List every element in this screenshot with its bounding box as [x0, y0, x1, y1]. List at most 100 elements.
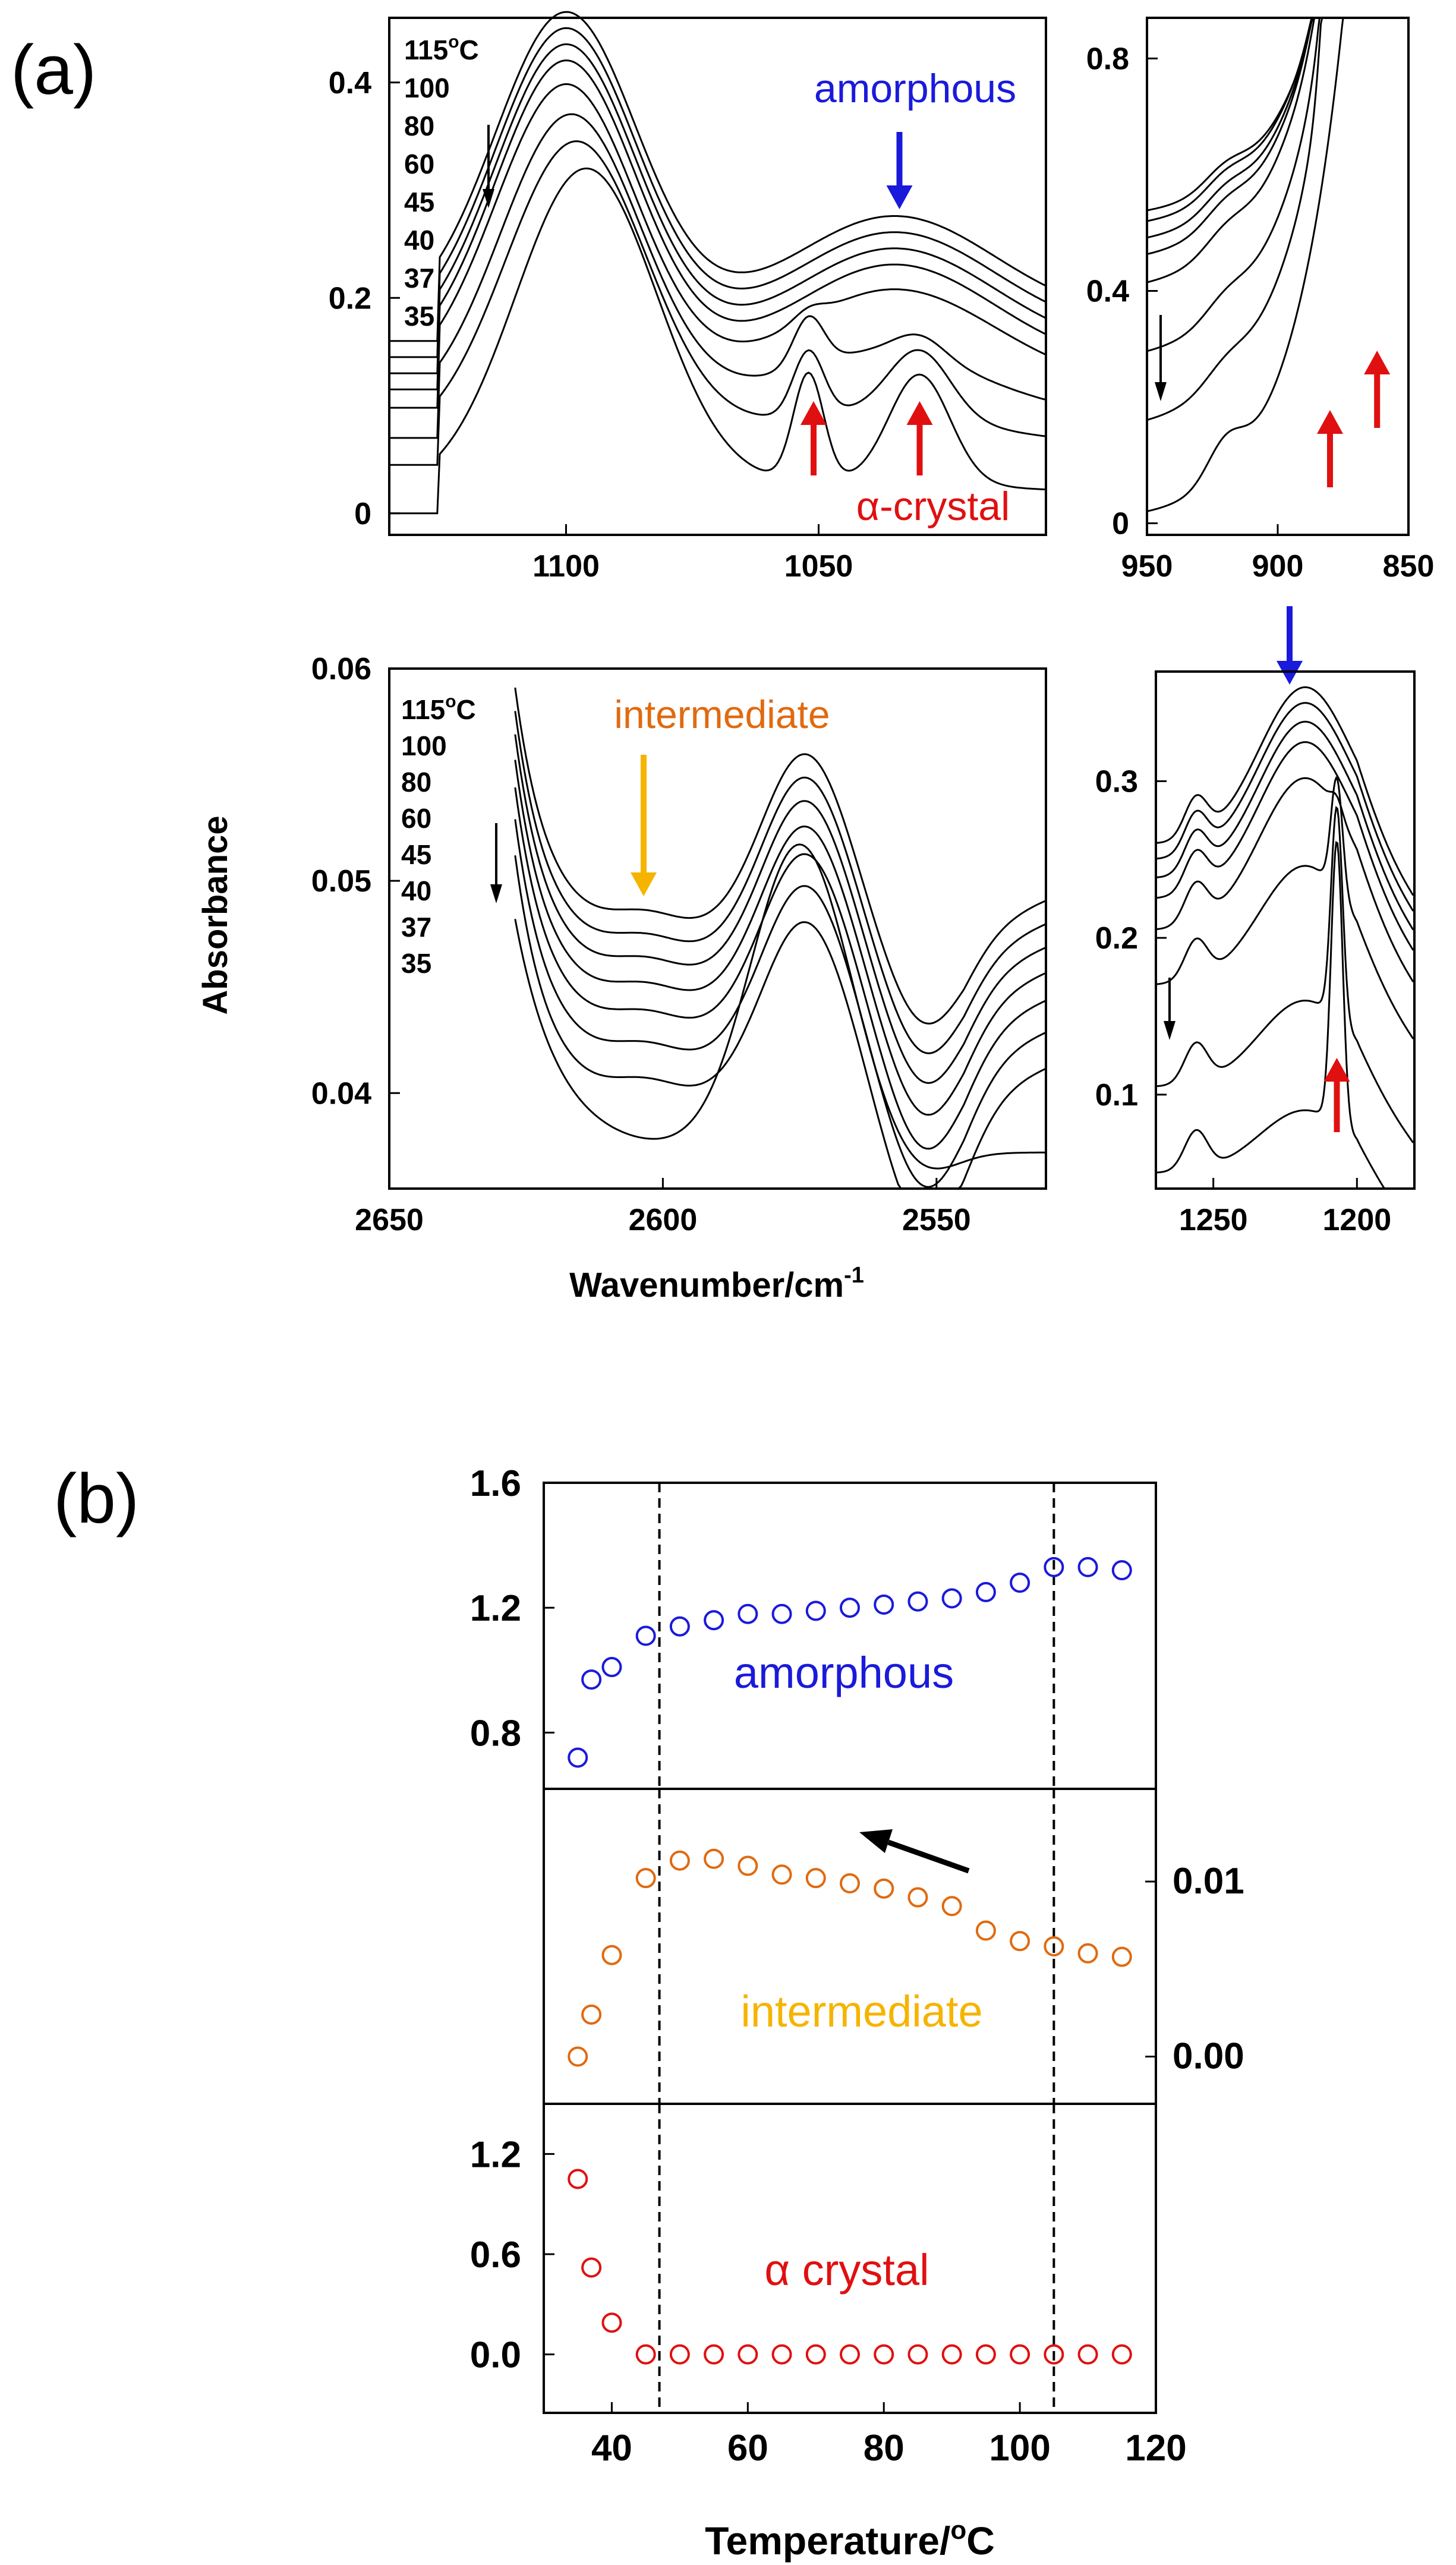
a2-x-tick-label: 900 — [1252, 549, 1304, 584]
a2-legend-arrow-head — [1155, 382, 1167, 401]
a4-x-tick-label: 1250 — [1179, 1203, 1248, 1237]
b2-data-point — [581, 2004, 602, 2025]
a4-series-line-40 — [1155, 776, 1414, 1039]
a3-legend-label: 45 — [401, 839, 431, 870]
b3-y-tick-label: 0.0 — [470, 2335, 521, 2376]
b1-data-point — [941, 1588, 962, 1609]
b2-y-tick-label: 0.00 — [1173, 2036, 1244, 2077]
a1-series-line-100 — [389, 27, 1047, 358]
b3-y-tick-label: 1.2 — [470, 2134, 521, 2175]
a2-crystal-arrow-0-head — [1317, 410, 1343, 434]
a1-legend-label: 115oC — [404, 32, 479, 65]
a1-legend-label: 100 — [404, 73, 450, 103]
b3-data-point — [941, 2344, 962, 2365]
a3-y-tick-label: 0.06 — [311, 652, 371, 686]
b2-trend-arrow-shaft — [887, 1839, 970, 1874]
b1-data-point — [975, 1581, 996, 1602]
a3-series-line-100 — [514, 711, 1047, 1054]
chart-a4-1200-region: 1250 1200 0.1 0.2 0.3 — [1095, 670, 1416, 1237]
chart-b3-alpha-crystal: 0.0 0.6 1.2 40 60 80 100 120 α crystal — [470, 2103, 1187, 2469]
a1-series-line-35 — [389, 167, 1047, 515]
a4-series-line-100 — [1155, 702, 1414, 912]
b1-frame — [543, 1482, 1157, 1790]
b3-data-point — [907, 2344, 928, 2365]
b3-data-point — [805, 2344, 826, 2365]
a1-series-line-45 — [389, 83, 1047, 409]
a1-amorphous-label: amorphous — [814, 66, 1016, 111]
b2-data-point — [941, 1896, 962, 1917]
b1-y-tick-label: 0.8 — [470, 1713, 521, 1754]
a3-series-line-40 — [514, 819, 1047, 1188]
a2-series-line-80 — [1146, 17, 1408, 239]
b3-data-point — [581, 2257, 602, 2278]
a3-legend-label: 80 — [401, 767, 431, 798]
chart-a2-900-region: 950 900 850 0 0.4 0.8 — [1086, 17, 1434, 685]
x-axis-label-a: Wavenumber/cm-1 — [569, 1263, 864, 1304]
a1-x-tick-label: 1100 — [532, 549, 600, 584]
a3-x-tick-label: 2650 — [355, 1203, 424, 1237]
b1-data-point — [601, 1657, 622, 1678]
a4-series-line-35 — [1155, 840, 1414, 1190]
a3-frame — [388, 667, 1047, 1190]
b2-data-point — [1010, 1931, 1030, 1952]
a1-legend-label: 37 — [404, 263, 434, 294]
b3-data-point — [738, 2344, 758, 2365]
b3-x-tick-label: 100 — [989, 2428, 1050, 2469]
panel-b-label: (b) — [53, 1460, 139, 1538]
b2-series-label: intermediate — [740, 1987, 982, 2036]
b3-data-point — [1111, 2344, 1132, 2365]
a3-intermediate-arrow-head — [631, 872, 657, 896]
a3-legend-label: 60 — [401, 803, 431, 834]
a1-y-tick-label: 0 — [354, 497, 371, 531]
b2-data-point — [704, 1848, 724, 1869]
a4-series-line-115 — [1155, 686, 1414, 896]
a1-crystal-arrow-1-head — [906, 401, 933, 425]
b3-data-point — [1077, 2344, 1098, 2365]
b2-y-tick-label: 0.01 — [1173, 1861, 1244, 1902]
b3-data-point — [568, 2169, 588, 2189]
b1-data-point — [1077, 1556, 1098, 1577]
a1-crystal-label: α-crystal — [856, 484, 1010, 529]
panel-a-label: (a) — [11, 31, 96, 109]
b2-data-point — [840, 1873, 860, 1893]
b3-x-tick-label: 80 — [863, 2428, 905, 2469]
a4-frame — [1155, 670, 1416, 1190]
a1-series-line-80 — [389, 43, 1047, 374]
b2-data-point — [669, 1850, 690, 1871]
a2-y-tick-label: 0.8 — [1086, 42, 1129, 76]
a3-legend-label: 35 — [401, 948, 431, 979]
b2-data-point — [975, 1920, 996, 1941]
b1-data-point — [704, 1610, 724, 1631]
a4-crystal-arrow-0-head — [1323, 1058, 1350, 1082]
b1-data-point — [669, 1616, 690, 1637]
b3-series-label: α crystal — [764, 2245, 929, 2295]
b3-data-point — [635, 2344, 656, 2365]
a3-legend-label: 37 — [401, 912, 431, 943]
b3-data-point — [669, 2344, 690, 2365]
a3-legend-label: 115oC — [401, 692, 476, 725]
a1-y-tick-label: 0.2 — [329, 281, 371, 316]
a1-series-line-115 — [389, 11, 1047, 342]
a2-series-line-40 — [1146, 17, 1408, 352]
b3-y-tick-label: 0.6 — [470, 2235, 521, 2276]
a1-series-line-37 — [389, 140, 1047, 466]
b3-data-point — [1044, 2344, 1064, 2365]
b2-data-point — [738, 1855, 758, 1876]
b2-data-point — [1111, 1946, 1132, 1967]
b2-data-point — [1077, 1943, 1098, 1964]
b1-data-point — [738, 1603, 758, 1624]
b3-x-tick-label: 40 — [591, 2428, 632, 2469]
a1-legend-label: 45 — [404, 187, 434, 218]
y-axis-label: Absorbance — [196, 815, 235, 1014]
b1-data-point — [874, 1594, 894, 1615]
a1-y-tick-label: 0.4 — [329, 66, 371, 100]
a2-y-tick-label: 0.4 — [1086, 274, 1129, 308]
b1-data-point — [1010, 1573, 1030, 1593]
a2-series-line-115 — [1146, 17, 1408, 212]
b2-data-point — [601, 1945, 622, 1965]
a4-series-line-45 — [1155, 777, 1414, 983]
a1-frame — [388, 17, 1047, 536]
b2-data-point — [635, 1868, 656, 1889]
a1-crystal-arrow-0-head — [801, 401, 827, 425]
